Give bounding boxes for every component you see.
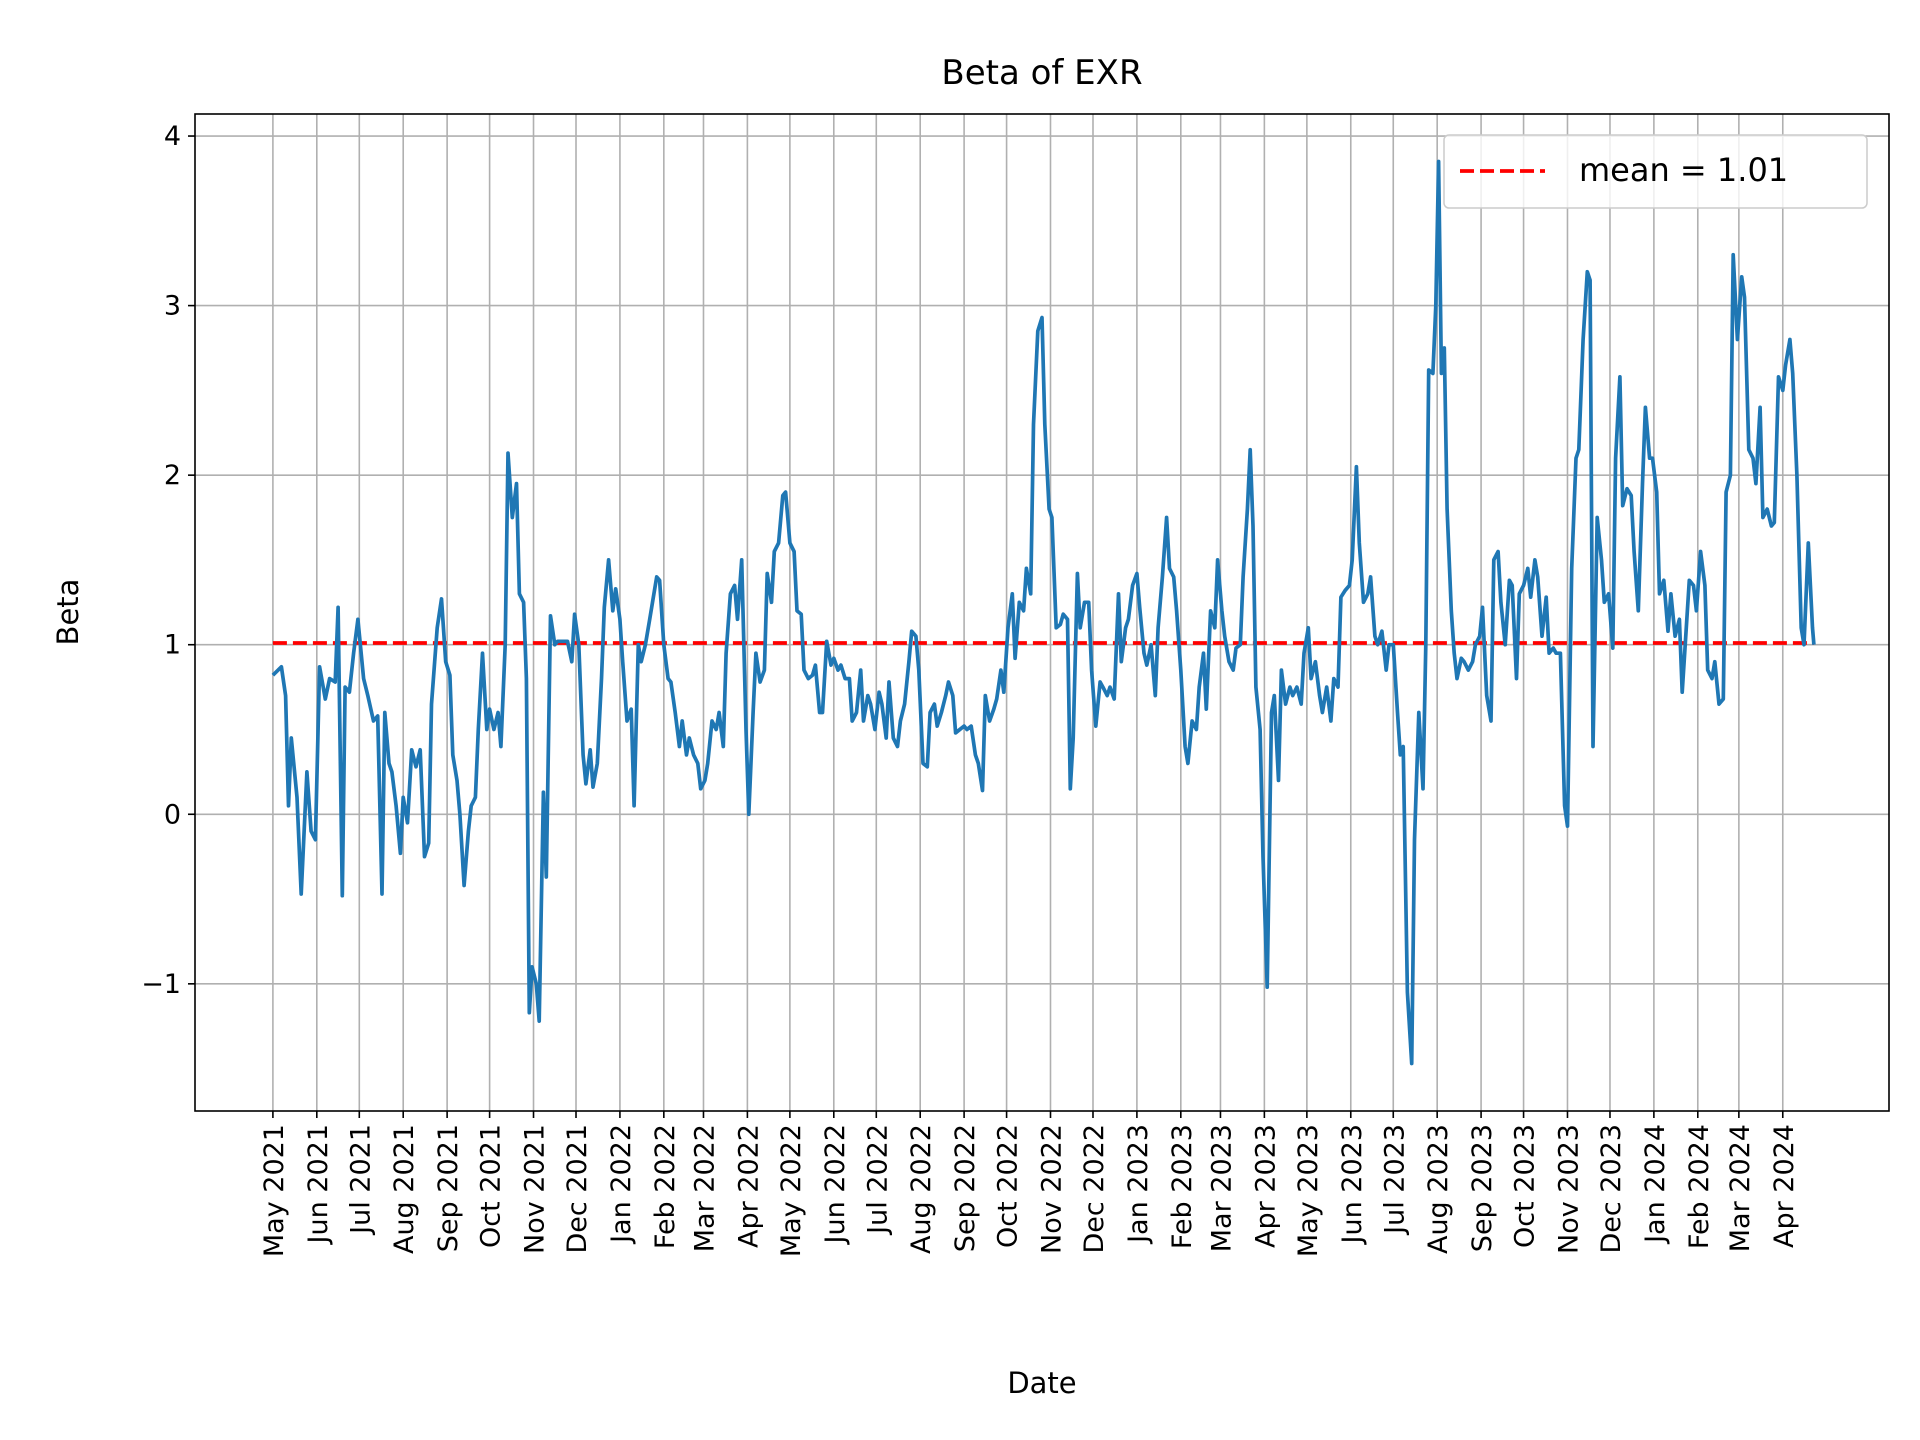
x-tick-label: Jun 2023 [1337,1124,1368,1245]
x-tick-label: Oct 2022 [993,1124,1024,1248]
x-tick-label: Dec 2022 [1079,1124,1110,1254]
plot-frame [194,113,1890,1112]
x-tick-label: Apr 2022 [733,1124,764,1248]
x-tick-label: Feb 2022 [650,1124,681,1249]
x-tick-label: Mar 2024 [1725,1124,1756,1252]
x-tick-label: Aug 2021 [389,1124,420,1254]
x-tick-label: Jan 2023 [1123,1124,1154,1245]
y-tick-label: −1 [141,969,181,1000]
x-tick-label: May 2023 [1293,1124,1324,1257]
x-tick-label: Feb 2024 [1684,1124,1715,1249]
x-tick-label: Sep 2022 [950,1124,981,1252]
beta-series-line [271,159,1816,1066]
y-tick-label: 2 [164,460,181,491]
x-tick-label: Mar 2022 [689,1124,720,1252]
x-tick-label: Dec 2023 [1596,1124,1627,1254]
x-tick-label: Oct 2023 [1510,1124,1541,1248]
series-group [271,159,1816,1066]
y-tick-label: 4 [164,121,181,152]
x-tick-label: Nov 2021 [520,1124,551,1254]
x-tick-label: Jul 2023 [1379,1124,1410,1236]
chart-title: Beta of EXR [941,53,1142,93]
legend: mean = 1.01 [1443,134,1868,209]
y-tick-label: 3 [164,291,181,322]
x-tick-label: Feb 2023 [1167,1124,1198,1249]
x-tick-label: Aug 2022 [906,1124,937,1254]
x-tick-label: Oct 2021 [476,1124,507,1248]
x-tick-label: Jun 2022 [820,1124,851,1245]
x-tick-label: Jun 2021 [303,1124,334,1245]
x-tick-label: May 2021 [259,1124,290,1257]
x-tick-label: Sep 2023 [1467,1124,1498,1252]
x-tick-label: Sep 2021 [433,1124,464,1252]
y-tick-label: 0 [164,799,181,830]
x-axis-label: Date [1007,1366,1076,1400]
x-tick-label: Jan 2024 [1640,1124,1671,1245]
x-tick-label: Apr 2023 [1250,1124,1281,1248]
legend-box [1443,134,1868,209]
x-axis: May 2021 Jun 2021 Jul 2021 Aug 2021 Sep 2021… [259,1111,1800,1257]
legend-mean-label: mean = 1.01 [1579,151,1788,189]
x-tick-label: Jul 2021 [345,1124,376,1236]
x-tick-label: May 2022 [776,1124,807,1257]
x-tick-label: Nov 2023 [1553,1124,1584,1254]
x-tick-label: Dec 2021 [562,1124,593,1254]
y-axis-label: Beta [51,579,85,646]
y-tick-label: 1 [164,630,181,661]
y-axis: −1 0 1 2 3 4 [141,121,195,1000]
x-tick-label: Jul 2022 [862,1124,893,1236]
x-tick-label: Aug 2023 [1423,1124,1454,1254]
x-tick-label: Apr 2024 [1769,1124,1800,1248]
x-tick-label: Nov 2022 [1036,1124,1067,1254]
x-tick-label: Jan 2022 [606,1124,637,1245]
x-tick-label: Mar 2023 [1206,1124,1237,1252]
